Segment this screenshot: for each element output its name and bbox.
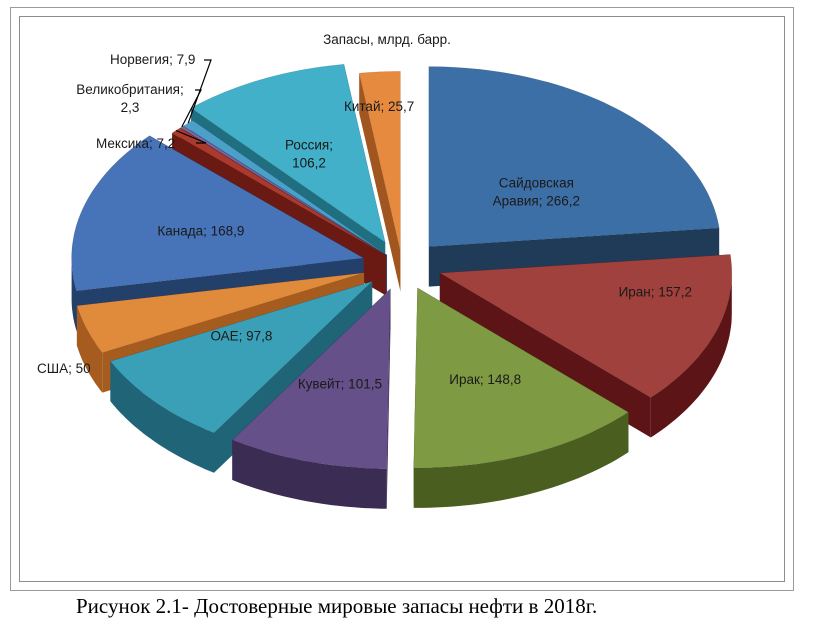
data-label-8: Мексика; 7,2 <box>96 136 175 151</box>
slice-2-outer-wall <box>650 273 732 438</box>
slice-top-11 <box>190 63 386 244</box>
slice-top-3 <box>413 287 629 469</box>
data-label-6: США; 50 <box>37 361 91 376</box>
slice-top-1 <box>428 66 720 247</box>
slice-top-12 <box>358 71 401 252</box>
slice-7-outer-wall <box>71 258 77 331</box>
data-label-1: Сайдовская Аравия; 266,2 <box>493 175 580 208</box>
slice-12-wall-1 <box>359 73 401 292</box>
slice-5-outer-wall <box>110 361 214 473</box>
slice-6-outer-wall <box>76 305 103 393</box>
pie-chart: Запасы, млрд. барр. Сайдовская Аравия; 26… <box>37 32 733 509</box>
data-label-11: Россия; 106,2 <box>285 138 333 171</box>
data-label-7: Канада; 168,9 <box>157 224 244 239</box>
slice-3-outer-wall <box>413 412 629 508</box>
figure-caption: Рисунок 2.1- Достоверные мировые запасы … <box>76 594 598 618</box>
leader-line-8 <box>175 129 207 144</box>
leader-line-9 <box>181 89 202 128</box>
data-label-5: ОАЕ; 97,8 <box>210 328 272 343</box>
slice-top-5 <box>109 281 373 434</box>
slice-4-wall-1 <box>386 288 391 509</box>
chart-title: Запасы, млрд. барр. <box>323 32 451 47</box>
slice-4-outer-wall <box>232 440 387 509</box>
slice-top-7 <box>71 135 365 292</box>
leader-line-10 <box>187 59 212 124</box>
slice-top-6 <box>76 272 365 353</box>
data-label-9: Великобритания; 2,3 <box>76 82 183 115</box>
data-label-12: Китай; 25,7 <box>344 99 414 114</box>
chart-area <box>19 16 785 582</box>
data-label-4: Кувейт; 101,5 <box>298 377 382 392</box>
slice-top-2 <box>438 254 733 398</box>
slice-top-4 <box>231 288 391 470</box>
data-label-10: Норвегия; 7,9 <box>110 52 195 67</box>
data-label-3: Ирак; 148,8 <box>449 372 521 387</box>
data-label-2: Иран; 157,2 <box>619 285 692 300</box>
